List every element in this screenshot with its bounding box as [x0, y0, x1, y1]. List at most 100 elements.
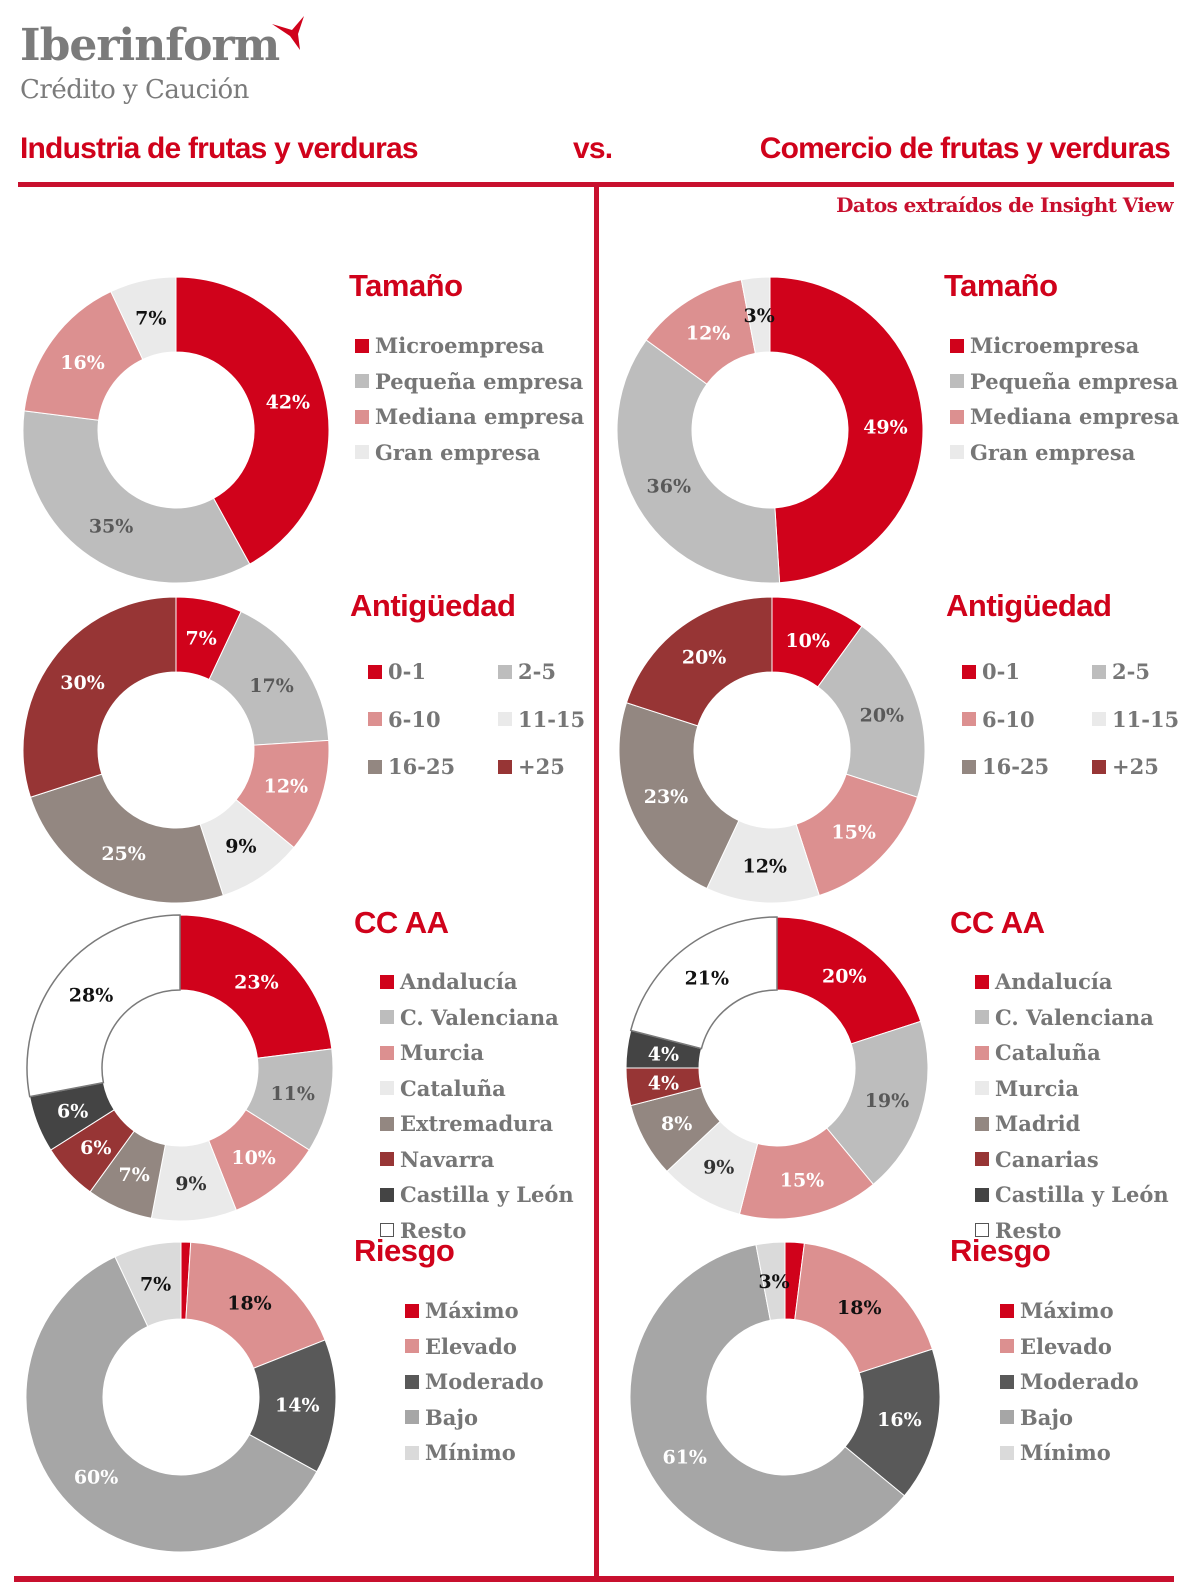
data-label-16-25: 23%	[644, 786, 689, 808]
data-label-2-5: 17%	[249, 675, 294, 697]
data-label-castilla-y-leon: 6%	[57, 1101, 88, 1123]
legend-item-minimo: Mínimo	[405, 1435, 544, 1471]
legend-item-11-15: 11-15	[498, 696, 598, 744]
slice-microempresa	[175, 276, 330, 565]
legend-label: Moderado	[425, 1369, 544, 1395]
legend-label: Andalucía	[400, 969, 518, 995]
legend-item-2-5: 2-5	[498, 648, 598, 696]
data-label-gran-empresa: 3%	[743, 305, 774, 327]
data-label-castilla-y-leon: 4%	[648, 1044, 679, 1066]
legend-label: Bajo	[1020, 1404, 1073, 1430]
slice-bajo	[25, 1256, 318, 1553]
left-cc-aa-donut: 23% 11% 10% 9% 7% 6% 6% 28%	[26, 914, 334, 1222]
right-antiguedad-donut: 10% 20% 15% 12% 23% 20%	[618, 596, 926, 904]
data-label-madrid: 8%	[661, 1113, 692, 1135]
legend-swatch	[962, 712, 976, 727]
legend-swatch	[1000, 1445, 1014, 1460]
legend-item-c-valenciana: C. Valenciana	[975, 1000, 1169, 1036]
left-antiguedad-donut: 7% 17% 12% 9% 25% 30%	[22, 596, 330, 904]
logo-wordmark: Iberinform	[20, 20, 280, 71]
legend-swatch	[975, 1152, 989, 1167]
legend-swatch	[975, 1187, 989, 1202]
legend-swatch	[380, 1223, 394, 1238]
legend-item-moderado: Moderado	[1000, 1364, 1139, 1400]
data-label-microempresa: 42%	[266, 391, 311, 413]
slice-c-valenciana	[826, 1020, 929, 1186]
legend-swatch	[1092, 712, 1106, 727]
slice-16-25	[29, 773, 224, 904]
legend-label: 6-10	[982, 706, 1035, 732]
slice-resto	[629, 916, 778, 1050]
legend-item-madrid: Madrid	[975, 1106, 1169, 1142]
legend-swatch	[975, 1045, 989, 1060]
legend-swatch	[962, 759, 976, 774]
legend-swatch	[380, 1081, 394, 1096]
slice-minimo	[114, 1241, 182, 1328]
legend-swatch	[975, 1116, 989, 1131]
legend-swatch	[1000, 1374, 1014, 1389]
legend-label: Castilla y León	[995, 1182, 1169, 1208]
legend-swatch	[498, 712, 512, 727]
slice-16-25	[618, 702, 740, 890]
legend-swatch	[368, 664, 382, 679]
legend-label: Elevado	[425, 1333, 517, 1359]
legend-swatch	[975, 974, 989, 989]
slice-pequena-empresa	[22, 410, 251, 584]
legend-item-maximo: Máximo	[405, 1293, 544, 1329]
legend-item-resto: Resto	[380, 1213, 574, 1249]
legend-swatch	[380, 1010, 394, 1025]
top-divider	[18, 182, 1174, 187]
data-label-pequena-empresa: 36%	[647, 476, 692, 498]
legend-label: Máximo	[1020, 1298, 1114, 1324]
legend-item-gran-empresa: Gran empresa	[355, 435, 584, 471]
legend-label: Elevado	[1020, 1333, 1112, 1359]
legend-swatch	[498, 759, 512, 774]
data-label-bajo: 61%	[662, 1446, 707, 1468]
slice-elevado	[794, 1242, 934, 1374]
slice-resto	[26, 914, 181, 1098]
legend-item-c-valenciana: C. Valenciana	[380, 1000, 574, 1036]
legend-label: Microempresa	[970, 333, 1140, 359]
data-label-11-15: 9%	[225, 836, 256, 858]
legend-item-maximo: Máximo	[1000, 1293, 1139, 1329]
legend-swatch	[950, 374, 964, 389]
data-label-murcia: 9%	[703, 1157, 734, 1179]
logo-tagline: Crédito y Caución	[20, 75, 249, 105]
legend-swatch	[405, 1303, 419, 1318]
legend-label: Bajo	[425, 1404, 478, 1430]
right-antiguedad-title: Antigüedad	[946, 588, 1112, 623]
legend-label: C. Valenciana	[400, 1004, 559, 1030]
legend-swatch	[975, 1010, 989, 1025]
right-riesgo-title: Riesgo	[950, 1233, 1051, 1268]
legend-item-6-10: 6-10	[368, 696, 498, 744]
data-label-mediana-empresa: 12%	[686, 322, 731, 344]
data-label-0-1: 7%	[186, 627, 217, 649]
legend-label: Resto	[995, 1217, 1062, 1243]
legend-swatch	[380, 1116, 394, 1131]
left-ccaa-title: CC AA	[354, 905, 449, 940]
legend-label: 2-5	[1112, 659, 1150, 685]
legend-swatch	[962, 664, 976, 679]
legend-label: +25	[518, 754, 565, 780]
legend-label: 0-1	[982, 659, 1020, 685]
legend-label: 2-5	[518, 659, 556, 685]
data-label-6-10: 12%	[264, 776, 309, 798]
data-label-canarias: 4%	[648, 1072, 679, 1094]
legend-label: 16-25	[982, 754, 1050, 780]
legend-item-pequena-empresa: Pequeña empresa	[950, 364, 1179, 400]
versus-label: vs.	[573, 132, 613, 165]
legend-swatch	[380, 974, 394, 989]
right-riesgo-legend: Máximo Elevado Moderado Bajo Mínimo	[1000, 1293, 1139, 1471]
legend-item-navarra: Navarra	[380, 1142, 574, 1178]
slice-andalucia	[179, 914, 333, 1059]
legend-swatch	[498, 664, 512, 679]
legend-item-cataluna: Cataluña	[380, 1071, 574, 1107]
legend-swatch	[380, 1187, 394, 1202]
data-label-16-25: 25%	[101, 843, 146, 865]
right-ccaa-title: CC AA	[950, 905, 1045, 940]
legend-swatch	[975, 1223, 989, 1238]
slice-minimo	[755, 1241, 786, 1321]
slice-25	[625, 596, 773, 727]
legend-item-gran-empresa: Gran empresa	[950, 435, 1179, 471]
left-ccaa-legend: Andalucía C. Valenciana Murcia Cataluña Extr…	[380, 964, 574, 1248]
